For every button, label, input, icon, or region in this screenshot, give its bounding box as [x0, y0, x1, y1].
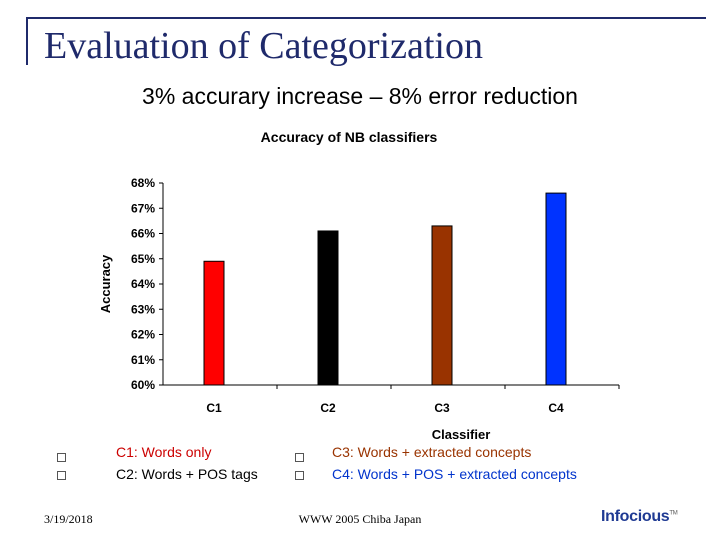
x-tick-label-c1: C1	[206, 401, 222, 415]
slide-title: Evaluation of Categorization	[44, 25, 483, 67]
logo-tm: TM	[669, 510, 678, 517]
bar-c1	[203, 260, 225, 386]
y-tick-label: 60%	[131, 378, 155, 392]
footer-date: 3/19/2018	[44, 512, 93, 526]
legend-bullet-c3	[295, 453, 304, 462]
bar-c3	[431, 225, 453, 386]
y-tick-label: 64%	[131, 277, 155, 291]
y-tick-label: 65%	[131, 252, 155, 266]
x-tick-label-c2: C2	[320, 401, 336, 415]
legend-item-c4: C4: Words + POS + extracted concepts	[332, 466, 577, 482]
legend-bullet-c1	[57, 453, 66, 462]
footer-conference: WWW 2005 Chiba Japan	[298, 512, 422, 526]
y-tick-label: 61%	[131, 353, 155, 367]
legend-item-c1: C1: Words only	[116, 444, 212, 460]
bar-c2	[317, 230, 339, 386]
x-tick-label-c3: C3	[434, 401, 450, 415]
title-frame-top-line	[26, 17, 706, 19]
bar-c4	[545, 192, 567, 386]
title-frame-left-line	[26, 17, 28, 65]
x-axis-label: Classifier	[432, 427, 491, 442]
x-tick-label-c4: C4	[548, 401, 564, 415]
slide-subtitle: 3% accurary increase – 8% error reductio…	[142, 83, 578, 109]
y-axis-label: Accuracy	[98, 254, 113, 313]
y-tick-label: 68%	[131, 176, 155, 190]
legend-item-c3: C3: Words + extracted concepts	[332, 444, 532, 460]
legend-bullet-c4	[295, 471, 304, 480]
y-tick-label: 63%	[131, 302, 155, 316]
chart-title: Accuracy of NB classifiers	[261, 129, 438, 145]
y-tick-label: 66%	[131, 227, 155, 241]
legend-item-c2: C2: Words + POS tags	[116, 466, 258, 482]
y-tick-label: 67%	[131, 201, 155, 215]
infocious-logo: InfociousTM	[601, 508, 678, 526]
logo-text: Infocious	[601, 508, 670, 525]
y-tick-label: 62%	[131, 328, 155, 342]
legend-bullet-c2	[57, 471, 66, 480]
